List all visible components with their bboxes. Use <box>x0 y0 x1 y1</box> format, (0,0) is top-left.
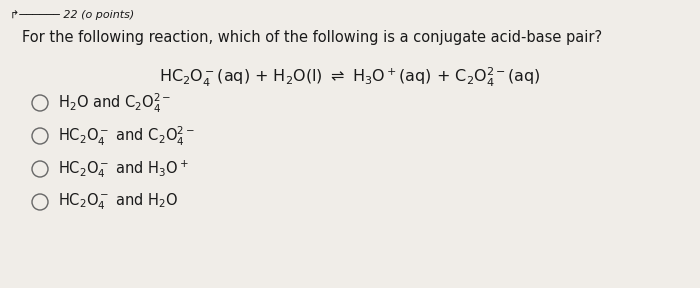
Text: HC$_2$O$_4^-$ and H$_2$O: HC$_2$O$_4^-$ and H$_2$O <box>58 192 178 212</box>
Text: HC$_2$O$_4^-$(aq) + H$_2$O(l) $\rightleftharpoons$ H$_3$O$^+$(aq) + C$_2$O$_4^{2: HC$_2$O$_4^-$(aq) + H$_2$O(l) $\rightlef… <box>159 66 541 89</box>
Text: H$_2$O and C$_2$O$_4^{2-}$: H$_2$O and C$_2$O$_4^{2-}$ <box>58 91 171 115</box>
Text: For the following reaction, which of the following is a conjugate acid-base pair: For the following reaction, which of the… <box>22 30 602 45</box>
Text: ↱────── 22 (o points): ↱────── 22 (o points) <box>10 10 134 20</box>
Text: HC$_2$O$_4^-$ and H$_3$O$^+$: HC$_2$O$_4^-$ and H$_3$O$^+$ <box>58 158 189 180</box>
Text: HC$_2$O$_4^-$ and C$_2$O$_4^{2-}$: HC$_2$O$_4^-$ and C$_2$O$_4^{2-}$ <box>58 124 195 147</box>
